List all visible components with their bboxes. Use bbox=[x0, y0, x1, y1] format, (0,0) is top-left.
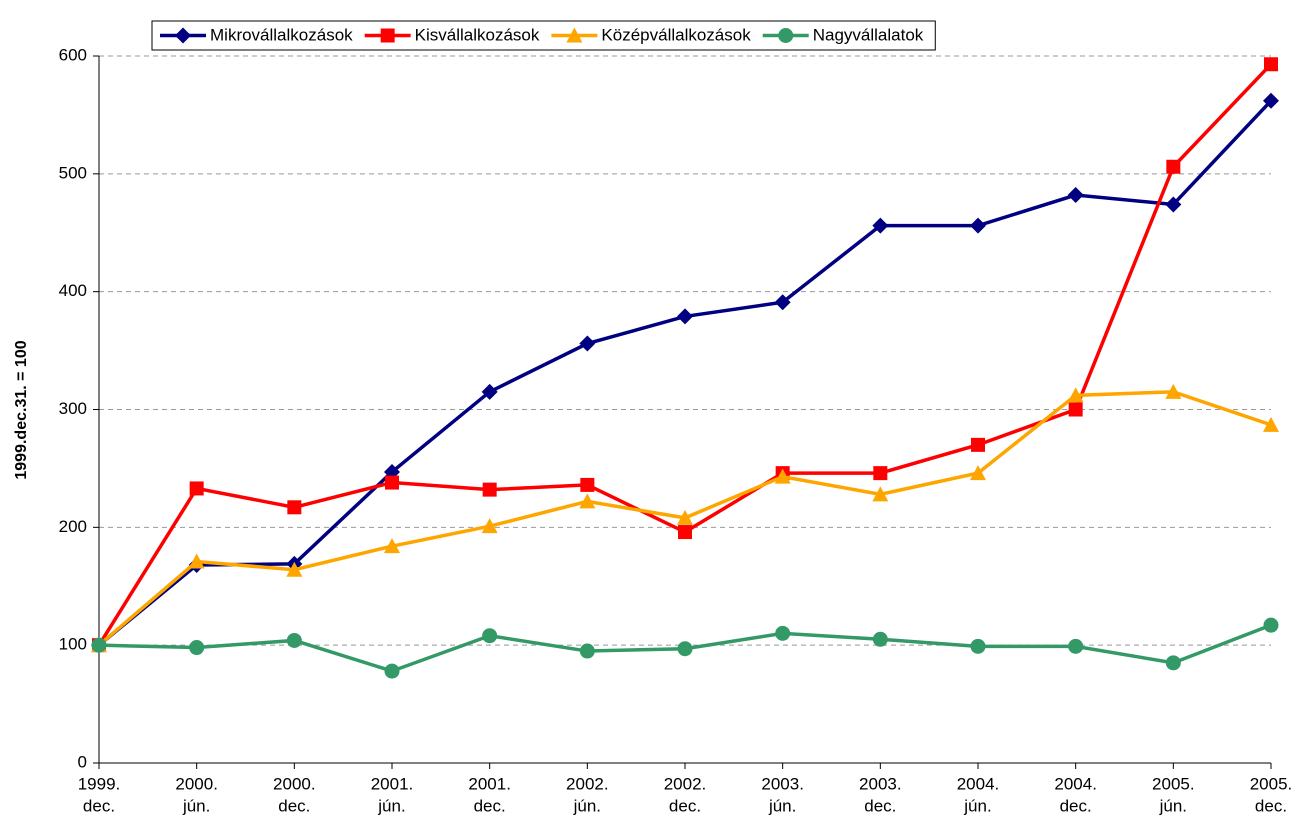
data-point bbox=[1166, 159, 1181, 174]
data-point bbox=[970, 465, 986, 481]
x-tick-label: 2000. bbox=[175, 774, 218, 793]
x-tick-label: jún. bbox=[768, 796, 796, 815]
data-point bbox=[287, 500, 302, 515]
data-point bbox=[774, 468, 791, 484]
data-point bbox=[579, 643, 595, 659]
x-tick-label: dec. bbox=[278, 796, 310, 815]
legend-marker bbox=[778, 28, 794, 43]
x-tick-label: jún. bbox=[573, 796, 601, 815]
data-point bbox=[872, 486, 889, 502]
x-tick-label: dec. bbox=[474, 796, 506, 815]
data-point bbox=[971, 437, 985, 452]
data-point bbox=[189, 640, 205, 656]
x-tick-label: dec. bbox=[669, 796, 701, 815]
data-point bbox=[678, 525, 692, 540]
data-point bbox=[873, 466, 888, 481]
data-point bbox=[677, 509, 693, 525]
y-tick-label: 100 bbox=[59, 635, 87, 654]
data-point bbox=[189, 481, 204, 496]
data-point bbox=[482, 628, 498, 644]
legend-label: Nagyvállalatok bbox=[813, 25, 924, 44]
legend-marker bbox=[566, 27, 583, 43]
y-tick-label: 400 bbox=[59, 281, 87, 300]
data-point bbox=[579, 335, 596, 352]
x-tick-label: jún. bbox=[963, 796, 991, 815]
data-point bbox=[872, 217, 889, 234]
legend-label: Középvállalkozások bbox=[601, 25, 751, 44]
data-point bbox=[91, 637, 107, 653]
data-point bbox=[1263, 416, 1279, 432]
y-axis-label: 1999.dec.31. = 100 bbox=[13, 340, 30, 479]
legend-marker bbox=[175, 27, 191, 44]
data-point bbox=[1068, 402, 1083, 417]
x-tick-label: 2003. bbox=[859, 774, 902, 793]
data-point bbox=[482, 482, 497, 497]
y-tick-label: 600 bbox=[59, 45, 87, 64]
data-point bbox=[677, 308, 693, 325]
legend-label: Kisvállalkozások bbox=[415, 25, 540, 44]
data-point bbox=[1068, 638, 1084, 654]
data-point bbox=[384, 663, 400, 679]
x-tick-label: jún. bbox=[1159, 796, 1187, 815]
x-tick-label: jún. bbox=[377, 796, 405, 815]
x-tick-label: 2004. bbox=[1054, 774, 1097, 793]
x-tick-label: jún. bbox=[182, 796, 210, 815]
x-tick-label: 2005. bbox=[1250, 774, 1291, 793]
x-tick-label: dec. bbox=[864, 796, 896, 815]
data-point bbox=[580, 477, 595, 492]
x-tick-label: 2005. bbox=[1152, 774, 1195, 793]
data-point bbox=[1067, 187, 1084, 204]
legend-label: Mikrovállalkozások bbox=[210, 25, 353, 44]
y-tick-label: 200 bbox=[59, 517, 87, 536]
data-point bbox=[677, 641, 693, 657]
data-point bbox=[1067, 387, 1084, 403]
data-point bbox=[1263, 92, 1279, 109]
y-tick-label: 300 bbox=[59, 399, 87, 418]
data-point bbox=[774, 294, 791, 311]
data-point bbox=[872, 631, 888, 647]
data-point bbox=[286, 561, 303, 577]
x-tick-label: 2004. bbox=[957, 774, 1000, 793]
x-tick-label: dec. bbox=[1255, 796, 1287, 815]
y-tick-label: 500 bbox=[59, 163, 87, 182]
data-point bbox=[1165, 383, 1182, 399]
data-point bbox=[1263, 617, 1279, 633]
x-tick-label: dec. bbox=[83, 796, 115, 815]
x-tick-label: 2001. bbox=[371, 774, 414, 793]
data-point bbox=[579, 493, 596, 509]
data-point bbox=[1264, 57, 1278, 72]
x-tick-label: 2002. bbox=[566, 774, 609, 793]
x-tick-label: 1999. bbox=[78, 774, 121, 793]
data-point bbox=[1165, 655, 1181, 671]
x-tick-label: 2003. bbox=[761, 774, 804, 793]
x-tick-label: 2000. bbox=[273, 774, 316, 793]
data-point bbox=[286, 632, 302, 648]
data-point bbox=[188, 553, 205, 569]
y-tick-label: 0 bbox=[78, 752, 87, 771]
data-point bbox=[970, 638, 986, 654]
x-tick-label: 2001. bbox=[468, 774, 511, 793]
data-point bbox=[970, 217, 986, 234]
data-point bbox=[481, 518, 498, 534]
data-point bbox=[1165, 196, 1182, 213]
x-tick-label: dec. bbox=[1060, 796, 1092, 815]
x-tick-label: 2002. bbox=[664, 774, 707, 793]
legend-marker bbox=[380, 28, 395, 43]
data-point bbox=[775, 625, 791, 641]
data-point bbox=[481, 383, 498, 400]
data-point bbox=[384, 538, 400, 554]
data-point bbox=[385, 475, 399, 490]
